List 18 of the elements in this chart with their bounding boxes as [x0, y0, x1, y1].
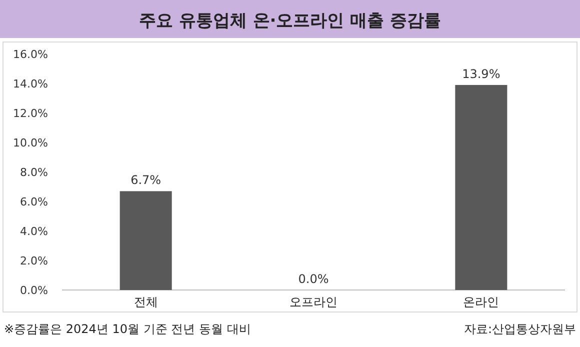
x-tick-label: 전체 [134, 295, 158, 309]
data-label: 0.0% [298, 272, 329, 286]
y-tick-label: 10.0% [13, 136, 48, 150]
y-tick-label: 0.0% [20, 284, 48, 297]
x-tick-label: 오프라인 [290, 295, 338, 309]
data-label: 6.7% [130, 173, 162, 188]
y-tick-label: 14.0% [13, 78, 48, 90]
y-tick-label: 6.0% [20, 196, 48, 208]
y-tick-label: 4.0% [20, 225, 48, 238]
chart-title: 주요 유통업체 온·오프라인 매출 증감률 [138, 11, 442, 31]
y-tick-label: 12.0% [13, 107, 48, 120]
data-label: 13.9% [462, 66, 500, 81]
text: 자료:산업통상자원부 [464, 322, 576, 336]
text: ※증감률은 2024년 10월 기준 전년 동월 대비 [4, 322, 251, 336]
x-tick-label: 온라인 [463, 295, 500, 309]
y-tick-label: 16.0% [13, 48, 48, 61]
y-tick-label: 2.0% [20, 254, 48, 268]
y-tick-label: 8.0% [20, 166, 48, 179]
